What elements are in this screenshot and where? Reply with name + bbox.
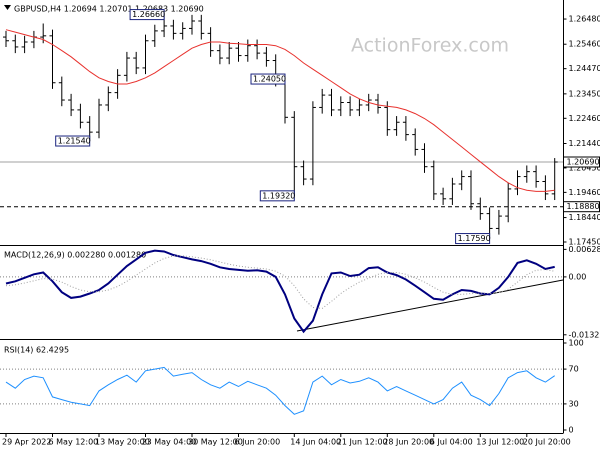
annotation-label: 1.19320 xyxy=(262,191,295,200)
annotation-label: 1.24050 xyxy=(253,75,286,84)
y-tick-label: 1.18440 xyxy=(569,213,600,222)
y-tick-label: 70 xyxy=(569,365,579,374)
x-tick-label: 13 May 20:00 xyxy=(95,438,150,447)
panel-title: MACD(12,26,9) 0.002280 0.001280 xyxy=(4,251,146,260)
panel-title: RSI(14) 62.4295 xyxy=(4,346,69,355)
y-tick-label: -0.013223 xyxy=(569,330,600,339)
annotation-box xyxy=(250,73,286,85)
x-tick-label: 29 Apr 2022 xyxy=(2,438,51,447)
price-level-label: 1.18880 xyxy=(567,202,600,211)
y-tick-label: 1.22460 xyxy=(569,114,600,123)
x-tick-label: 21 Jun 12:00 xyxy=(337,438,388,447)
trend-line xyxy=(296,279,564,332)
annotation-box xyxy=(55,135,91,147)
annotation-box xyxy=(259,190,295,202)
y-tick-label: 100 xyxy=(569,339,584,348)
menu-arrow xyxy=(4,5,11,10)
annotation-box xyxy=(129,9,165,21)
annotation-label: 1.26660 xyxy=(132,10,165,19)
y-tick-label: 1.17450 xyxy=(569,238,600,247)
x-tick-label: 13 Jul 12:00 xyxy=(476,438,524,447)
annotation-label: 1.21540 xyxy=(58,137,91,146)
watermark: ActionForex.com xyxy=(351,35,509,57)
y-tick-label: 1.19460 xyxy=(569,188,600,197)
y-tick-label: 30 xyxy=(569,399,579,408)
x-tick-label: 23 May 04:00 xyxy=(142,438,197,447)
price-level-label: 1.20690 xyxy=(567,158,600,167)
x-tick-label: 30 May 12:00 xyxy=(188,438,243,447)
indicator-line xyxy=(5,255,555,309)
indicator-line xyxy=(5,366,555,415)
y-tick-label: 0 xyxy=(569,426,574,435)
y-tick-label: 1.25460 xyxy=(569,40,600,49)
x-tick-label: 6 Jun 20:00 xyxy=(235,438,281,447)
y-tick-label: 1.20450 xyxy=(569,163,600,172)
annotation-box xyxy=(455,233,491,245)
x-tick-label: 28 Jun 20:00 xyxy=(383,438,434,447)
y-tick-label: 1.26480 xyxy=(569,15,600,24)
moving-average xyxy=(5,29,555,192)
y-tick-label: 1.21440 xyxy=(569,139,600,148)
indicator-line xyxy=(5,249,555,334)
x-tick-label: 6 Jul 04:00 xyxy=(430,438,473,447)
panel-title: GBPUSD,H4 1.20694 1.20701 1.20683 1.2069… xyxy=(14,5,204,14)
y-tick-label: 0.006285 xyxy=(569,245,600,254)
y-tick-label: 1.23450 xyxy=(569,89,600,98)
x-tick-label: 6 May 12:00 xyxy=(49,438,99,447)
annotation-label: 1.17590 xyxy=(458,234,491,243)
x-tick-label: 20 Jul 20:00 xyxy=(523,438,571,447)
y-tick-label: 0.00 xyxy=(569,272,587,281)
x-tick-label: 14 Jun 04:00 xyxy=(290,438,341,447)
y-tick-label: 1.24470 xyxy=(569,64,600,73)
